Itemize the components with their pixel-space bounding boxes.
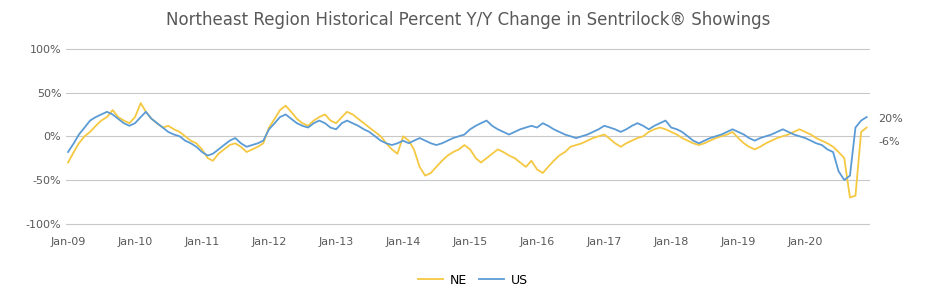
Title: Northeast Region Historical Percent Y/Y Change in Sentrilock® Showings: Northeast Region Historical Percent Y/Y …	[166, 11, 770, 29]
Line: US: US	[68, 112, 867, 180]
Line: NE: NE	[68, 103, 867, 198]
Text: 20%: 20%	[879, 114, 903, 124]
Legend: NE, US: NE, US	[413, 269, 533, 292]
Text: -6%: -6%	[879, 136, 900, 147]
